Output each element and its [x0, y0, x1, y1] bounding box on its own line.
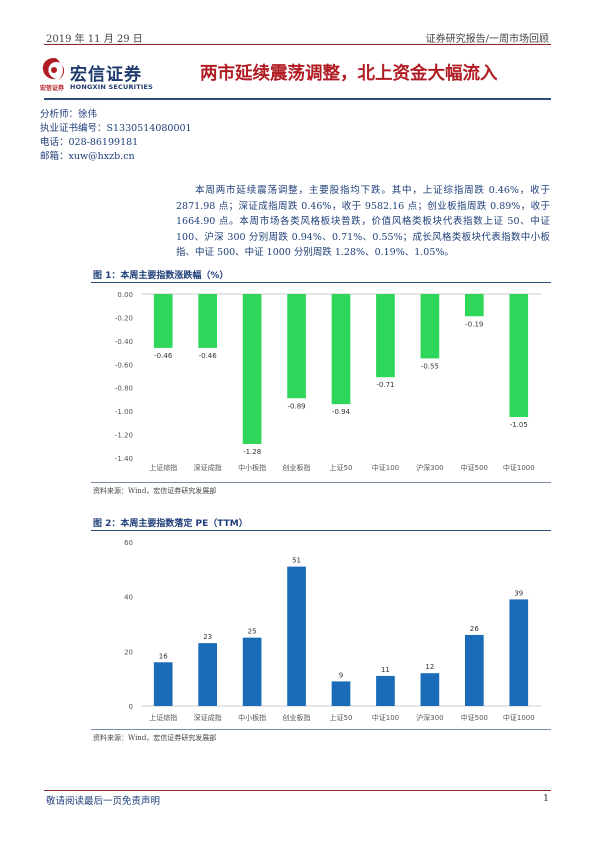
analyst-phone: 电话：028-86199181	[40, 137, 139, 148]
fig1-data-label: -1.28	[243, 448, 261, 456]
fig1-ytick-label: -0.20	[115, 314, 133, 322]
figure-2-title: 图 2：本周主要指数落定 PE（TTM）	[93, 519, 248, 529]
figure-2-chart: 0 20 40 60 16 上证综指 23 深证成指 25 中小板指 51 创业板指 9 上证50 11 中证…	[124, 539, 541, 722]
fig2-bar	[376, 675, 395, 706]
fig1-bar	[287, 294, 306, 399]
figure-1-top-rule	[91, 282, 551, 283]
fig2-data-label: 39	[514, 589, 523, 597]
fig2-data-label: 25	[248, 628, 257, 636]
fig2-bar	[242, 637, 262, 706]
fig2-category-label: 沪深300	[416, 713, 443, 722]
fig2-data-label: 11	[381, 666, 390, 674]
fig1-data-label: -1.05	[510, 421, 528, 429]
fig2-data-label: 51	[292, 557, 301, 565]
fig1-bar	[465, 294, 484, 317]
fig1-ytick-label: -0.80	[115, 385, 133, 393]
fig1-ytick-label: -1.20	[115, 432, 133, 440]
fig1-category-label: 中小板指	[238, 463, 266, 472]
figure-1-bottom-rule	[91, 482, 551, 483]
fig1-category-label: 上证50	[330, 463, 353, 472]
report-date: 2019 年 11 月 29 日	[46, 34, 143, 45]
fig2-category-label: 中证100	[372, 713, 399, 722]
disclaimer-link[interactable]: 敬请阅读最后一页免责声明	[46, 796, 161, 807]
fig2-category-label: 中小板指	[238, 713, 266, 722]
fig1-data-label: -0.19	[465, 320, 483, 328]
summary-text: 本周两市延续震荡调整，主要股指均下跌。其中，上证综指周跌 0.46%，收于 28…	[176, 185, 550, 258]
fig1-ytick-label: -1.40	[115, 455, 133, 463]
header-divider	[44, 44, 551, 45]
fig2-data-label: 23	[203, 633, 212, 641]
figure-2-top-rule	[91, 530, 551, 531]
fig2-category-label: 深证成指	[194, 713, 222, 722]
footer-divider	[44, 790, 551, 791]
fig1-category-label: 沪深300	[416, 463, 443, 472]
fig1-bar	[376, 294, 395, 378]
fig2-bar	[153, 662, 173, 706]
fig2-bar	[198, 643, 217, 706]
fig2-category-label: 上证50	[330, 713, 353, 722]
fig1-category-label: 中证1000	[503, 463, 535, 472]
page-number: 1	[542, 793, 549, 804]
fig1-data-label: -0.94	[332, 408, 351, 416]
fig2-bar	[509, 599, 529, 706]
summary-paragraph: 本周两市延续震荡调整，主要股指均下跌。其中，上证综指周跌 0.46%，收于 28…	[176, 183, 550, 261]
fig1-category-label: 中证100	[372, 463, 399, 472]
fig2-data-label: 9	[339, 671, 343, 679]
fig2-category-label: 上证综指	[149, 713, 177, 722]
fig1-ytick-label: 0.00	[117, 291, 133, 299]
report-title: 两市延续震荡调整，北上资金大幅流入	[200, 64, 498, 84]
figure-1-source: 资料来源：Wind，宏信证券研究发展部	[93, 487, 217, 495]
fig1-category-label: 中证500	[461, 463, 488, 472]
fig2-bar	[465, 634, 484, 706]
fig1-category-label: 创业板指	[283, 463, 311, 472]
fig2-bar	[287, 566, 306, 706]
fig2-category-label: 中证1000	[503, 713, 535, 722]
logo-name: 宏信证券	[70, 65, 142, 85]
logo-sub-en: HONGXIN SECURITIES	[70, 83, 154, 91]
figure-2-bottom-rule	[91, 729, 551, 730]
report-category: 证券研究报告/一周市场回顾	[425, 34, 549, 45]
figure-1-chart: 0.00 -0.20 -0.40 -0.60 -0.80 -1.00 -1.20 -1.40 -…	[115, 291, 541, 472]
fig2-bar	[331, 681, 351, 706]
fig2-category-label: 中证500	[461, 713, 488, 722]
fig1-bar	[331, 294, 351, 405]
fig1-category-label: 深证成指	[194, 463, 222, 472]
fig1-ytick-label: -1.00	[115, 408, 133, 416]
fig1-bar	[509, 294, 529, 417]
fig2-ytick-label: 60	[124, 539, 133, 547]
fig2-ytick-label: 40	[124, 594, 133, 602]
fig2-bar	[420, 673, 440, 706]
fig1-data-label: -0.46	[199, 352, 218, 360]
hongxin-logo-icon	[42, 58, 65, 80]
fig1-bar	[420, 294, 440, 359]
title-divider	[44, 98, 551, 100]
fig1-data-label: -0.89	[287, 402, 305, 410]
fig2-ytick-label: 20	[124, 648, 133, 656]
logo-sub-cn: 宏信证券	[40, 85, 65, 92]
analyst-license: 执业证书编号：S1330514080001	[40, 123, 192, 134]
fig1-bar	[153, 294, 173, 348]
fig1-ytick-label: -0.40	[115, 338, 133, 346]
figure-1-title: 图 1：本周主要指数涨跌幅（%）	[93, 271, 229, 281]
fig1-bar	[242, 294, 262, 444]
fig2-category-label: 创业板指	[283, 713, 311, 722]
analyst-name: 分析师：徐伟	[40, 109, 98, 120]
fig1-ytick-label: -0.60	[115, 361, 133, 369]
fig2-ytick-label: 0	[129, 703, 133, 711]
fig2-data-label: 12	[425, 663, 434, 671]
fig1-data-label: -0.46	[154, 352, 173, 360]
fig1-category-label: 上证综指	[149, 463, 177, 472]
fig2-data-label: 16	[159, 652, 168, 660]
fig1-data-label: -0.71	[376, 381, 394, 389]
fig2-data-label: 26	[470, 625, 479, 633]
figure-2-source: 资料来源：Wind，宏信证券研究发展部	[93, 734, 217, 742]
fig1-data-label: -0.55	[421, 362, 439, 370]
fig1-bar	[198, 294, 217, 348]
analyst-email[interactable]: 邮箱：xuw@hxzb.cn	[40, 151, 135, 162]
